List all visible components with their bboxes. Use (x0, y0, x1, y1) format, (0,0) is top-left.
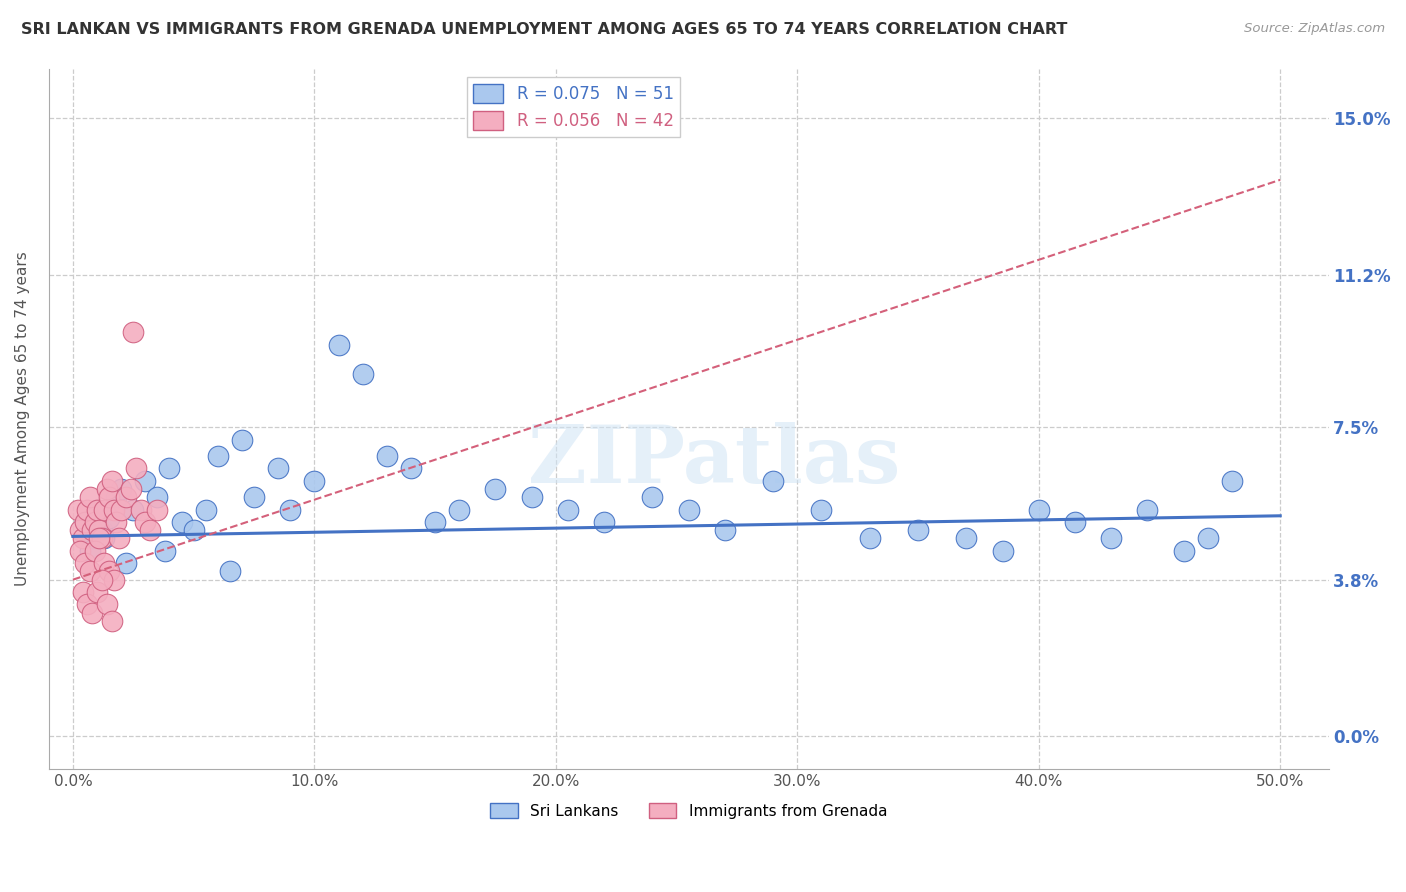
Point (159, 461, 181, 475)
Point (170, 515, 193, 529)
Text: Source: ZipAtlas.com: Source: ZipAtlas.com (1244, 22, 1385, 36)
Point (955, 532, 977, 546)
Point (1197, 532, 1219, 546)
Point (1099, 532, 1122, 546)
Point (96, 482, 118, 496)
Text: SRI LANKAN VS IMMIGRANTS FROM GRENADA UNEMPLOYMENT AMONG AGES 65 TO 74 YEARS COR: SRI LANKAN VS IMMIGRANTS FROM GRENADA UN… (21, 22, 1067, 37)
Point (218, 565, 240, 579)
Point (991, 544, 1014, 558)
Point (100, 474, 122, 488)
Point (89, 532, 111, 546)
Text: ZIPatlas: ZIPatlas (529, 422, 900, 500)
Point (1064, 515, 1087, 529)
Point (714, 523, 737, 537)
Point (83, 544, 105, 558)
Point (110, 482, 132, 496)
Point (86, 585, 108, 599)
Point (129, 502, 152, 516)
Point (69, 523, 91, 537)
Point (267, 461, 290, 475)
Point (520, 490, 543, 504)
Point (89, 523, 111, 537)
Y-axis label: Unemployment Among Ages 65 to 74 years: Unemployment Among Ages 65 to 74 years (15, 252, 30, 586)
Point (762, 474, 785, 488)
Point (115, 490, 138, 504)
Point (93, 502, 115, 516)
Point (107, 532, 129, 546)
Point (243, 490, 266, 504)
Point (76, 502, 98, 516)
Point (73, 515, 96, 529)
Point (1220, 474, 1243, 488)
Legend: Sri Lankans, Immigrants from Grenada: Sri Lankans, Immigrants from Grenada (484, 797, 893, 825)
Point (1173, 544, 1195, 558)
Point (153, 544, 176, 558)
Point (76, 598, 98, 612)
Point (120, 482, 142, 496)
Point (72, 532, 94, 546)
Point (66, 502, 89, 516)
Point (484, 482, 506, 496)
Point (231, 433, 253, 447)
Point (115, 556, 138, 570)
Point (146, 502, 169, 516)
Point (859, 532, 882, 546)
Point (278, 502, 301, 516)
Point (83, 515, 105, 529)
Point (82, 606, 104, 620)
Point (207, 449, 229, 463)
Point (93, 532, 115, 546)
Point (139, 523, 162, 537)
Point (122, 326, 145, 340)
Point (557, 502, 579, 516)
Point (79, 490, 101, 504)
Point (90, 573, 112, 587)
Point (134, 474, 156, 488)
Point (90, 532, 112, 546)
Point (72, 585, 94, 599)
Point (678, 502, 700, 516)
Point (183, 523, 205, 537)
Point (100, 614, 122, 628)
Point (98, 490, 121, 504)
Point (86, 502, 108, 516)
Point (110, 502, 132, 516)
Point (146, 490, 169, 504)
Point (399, 461, 422, 475)
Point (73, 515, 96, 529)
Point (352, 367, 374, 381)
Point (90, 523, 112, 537)
Point (105, 515, 128, 529)
Point (96, 598, 118, 612)
Point (449, 502, 471, 516)
Point (98, 565, 121, 579)
Point (641, 490, 664, 504)
Point (86, 502, 108, 516)
Point (79, 565, 101, 579)
Point (122, 502, 145, 516)
Point (79, 544, 101, 558)
Point (82, 523, 104, 537)
Point (98, 511, 121, 525)
Point (375, 449, 398, 463)
Point (304, 474, 326, 488)
Point (423, 515, 446, 529)
Point (1136, 502, 1159, 516)
Point (103, 573, 125, 587)
Point (907, 523, 929, 537)
Point (593, 515, 616, 529)
Point (124, 461, 146, 475)
Point (103, 502, 125, 516)
Point (134, 515, 156, 529)
Point (82, 532, 104, 546)
Point (194, 502, 217, 516)
Point (105, 490, 128, 504)
Point (73, 556, 96, 570)
Point (328, 337, 350, 351)
Point (1028, 502, 1050, 516)
Point (810, 502, 832, 516)
Point (69, 544, 91, 558)
Point (93, 556, 115, 570)
